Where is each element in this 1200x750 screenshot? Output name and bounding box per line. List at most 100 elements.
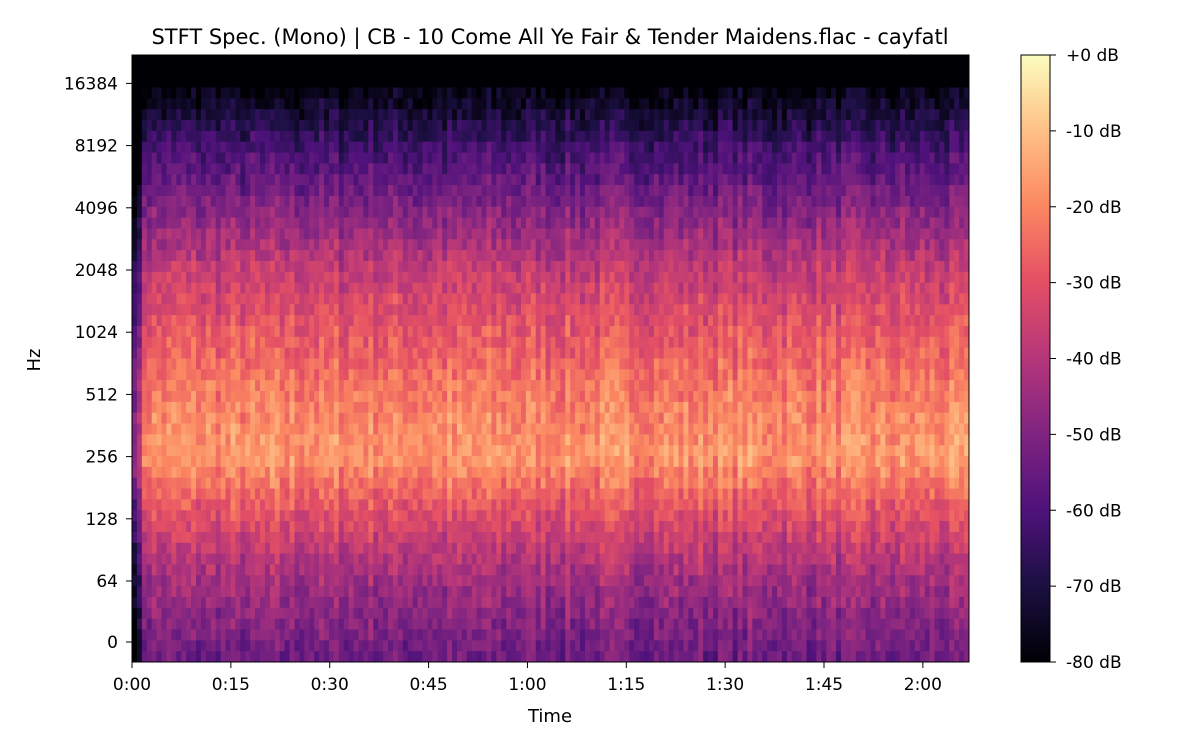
spectrogram-cell bbox=[772, 65, 778, 78]
spectrogram-cell bbox=[388, 347, 394, 359]
spectrogram-cell bbox=[939, 174, 945, 186]
spectrogram-cell bbox=[215, 217, 222, 229]
spectrogram-cell bbox=[235, 315, 241, 327]
spectrogram-cell bbox=[520, 239, 527, 251]
spectrogram-cell bbox=[722, 163, 729, 175]
spectrogram-cell bbox=[796, 304, 802, 316]
spectrogram-cell bbox=[727, 120, 734, 132]
spectrogram-cell bbox=[146, 304, 153, 316]
spectrogram-cell bbox=[171, 315, 177, 327]
spectrogram-cell bbox=[762, 87, 768, 99]
spectrogram-cell bbox=[540, 65, 546, 78]
spectrogram-cell bbox=[461, 217, 468, 229]
spectrogram-cell bbox=[274, 206, 281, 218]
spectrogram-cell bbox=[757, 109, 763, 121]
spectrogram-cell bbox=[619, 250, 625, 262]
spectrogram-cell bbox=[663, 347, 670, 359]
spectrogram-cell bbox=[348, 336, 354, 349]
spectrogram-cell bbox=[870, 185, 876, 197]
spectrogram-cell bbox=[422, 98, 428, 110]
spectrogram-cell bbox=[786, 260, 793, 273]
spectrogram-cell bbox=[737, 130, 743, 143]
spectrogram-cell bbox=[294, 98, 300, 110]
spectrogram-cell bbox=[151, 152, 158, 164]
spectrogram-cell bbox=[826, 325, 832, 338]
spectrogram-cell bbox=[594, 98, 601, 110]
spectrogram-cell bbox=[427, 65, 433, 78]
spectrogram-cell bbox=[776, 98, 783, 110]
spectrogram-cell bbox=[432, 325, 438, 338]
spectrogram-cell bbox=[176, 120, 182, 132]
spectrogram-cell bbox=[422, 109, 428, 121]
spectrogram-cell bbox=[240, 336, 246, 349]
spectrogram-cell bbox=[511, 152, 517, 164]
spectrogram-cell bbox=[949, 358, 955, 370]
spectrogram-cell bbox=[471, 271, 478, 284]
spectrogram-cell bbox=[520, 120, 527, 132]
spectrogram-cell bbox=[378, 260, 384, 273]
spectrogram-cell bbox=[146, 206, 153, 218]
spectrogram-cell bbox=[447, 304, 453, 316]
spectrogram-cell bbox=[328, 282, 335, 294]
spectrogram-cell bbox=[466, 65, 473, 78]
spectrogram-cell bbox=[629, 315, 635, 327]
spectrogram-cell bbox=[392, 271, 399, 284]
spectrogram-cell bbox=[422, 250, 428, 262]
spectrogram-cell bbox=[466, 195, 473, 208]
spectrogram-cell bbox=[501, 228, 507, 240]
spectrogram-cell bbox=[274, 76, 281, 88]
spectrogram-cell bbox=[900, 217, 906, 229]
spectrogram-cell bbox=[575, 98, 581, 110]
spectrogram-cell bbox=[348, 65, 354, 78]
spectrogram-cell bbox=[648, 152, 655, 164]
spectrogram-cell bbox=[132, 195, 138, 208]
spectrogram-cell bbox=[870, 217, 876, 229]
spectrogram-cell bbox=[476, 195, 482, 208]
spectrogram-cell bbox=[456, 195, 463, 208]
spectrogram-cell bbox=[525, 250, 532, 262]
spectrogram-cell bbox=[939, 293, 945, 305]
spectrogram-cell bbox=[717, 282, 724, 294]
spectrogram-cell bbox=[427, 185, 433, 197]
spectrogram-cell bbox=[919, 228, 926, 240]
spectrogram-cell bbox=[624, 130, 630, 143]
spectrogram-cell bbox=[319, 152, 325, 164]
spectrogram-cell bbox=[319, 206, 325, 218]
spectrogram-cell bbox=[924, 347, 931, 359]
spectrogram-cell bbox=[264, 239, 271, 251]
spectrogram-cell bbox=[309, 239, 315, 251]
spectrogram-cell bbox=[757, 250, 763, 262]
spectrogram-cell bbox=[732, 174, 738, 186]
spectrogram-cell bbox=[525, 206, 532, 218]
spectrogram-cell bbox=[269, 120, 276, 132]
spectrogram-cell bbox=[358, 174, 364, 186]
spectrogram-cell bbox=[407, 336, 414, 349]
spectrogram-cell bbox=[274, 250, 281, 262]
spectrogram-cell bbox=[279, 250, 286, 262]
spectrogram-cell bbox=[752, 185, 758, 197]
spectrogram-cell bbox=[392, 315, 399, 327]
spectrogram-cell bbox=[653, 174, 660, 186]
spectrogram-cell bbox=[304, 358, 310, 370]
spectrogram-cell bbox=[644, 325, 650, 338]
spectrogram-cell bbox=[447, 239, 453, 251]
spectrogram-cell bbox=[904, 174, 911, 186]
spectrogram-cell bbox=[570, 152, 576, 164]
spectrogram-cell bbox=[506, 325, 512, 338]
spectrogram-cell bbox=[166, 76, 172, 88]
spectrogram-cell bbox=[580, 239, 586, 251]
spectrogram-cell bbox=[333, 130, 340, 143]
spectrogram-cell bbox=[338, 98, 345, 110]
spectrogram-cell bbox=[496, 260, 502, 273]
spectrogram-cell bbox=[407, 358, 414, 370]
spectrogram-cell bbox=[456, 65, 463, 78]
spectrogram-cell bbox=[796, 55, 802, 67]
spectrogram-cell bbox=[452, 98, 458, 110]
spectrogram-cell bbox=[348, 217, 354, 229]
spectrogram-cell bbox=[693, 55, 699, 67]
spectrogram-cell bbox=[210, 250, 217, 262]
spectrogram-cell bbox=[166, 282, 172, 294]
spectrogram-cell bbox=[461, 141, 468, 153]
spectrogram-cell bbox=[895, 98, 901, 110]
spectrogram-cell bbox=[264, 195, 271, 208]
